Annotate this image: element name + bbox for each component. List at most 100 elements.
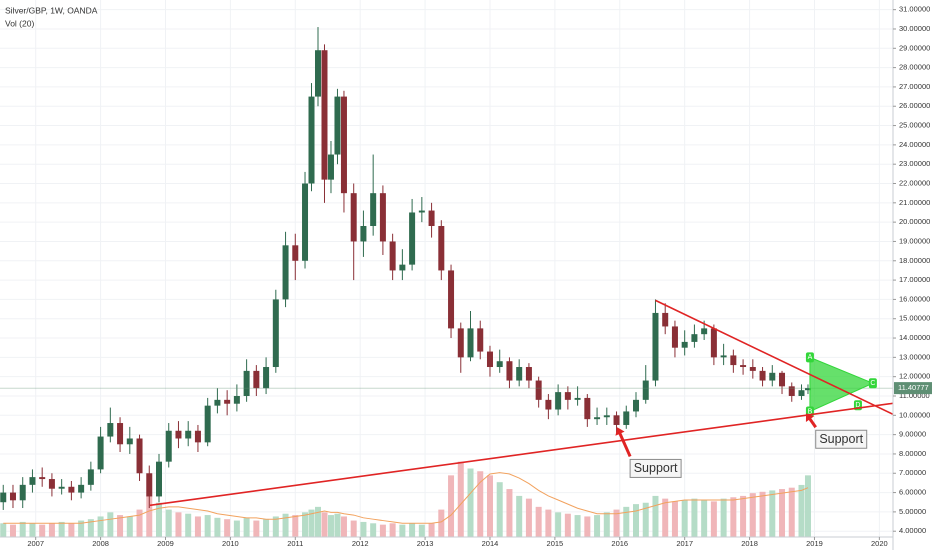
candle-body [804,388,811,391]
trendline [149,402,894,507]
volume-bar [428,523,435,537]
y-tick-label: 8.00000 [899,449,926,458]
candle-body [467,328,474,358]
candle-body [340,96,347,194]
candle-body [438,226,445,271]
candle-body [253,370,260,389]
candle-body [759,370,766,381]
volume-bar [788,487,795,537]
volume-bar [555,512,562,537]
y-tick-label: 14.00000 [899,333,930,342]
candle-body [564,392,571,400]
candle-body [740,365,747,368]
x-tick-label: 2019 [806,539,823,548]
y-tick-label: 25.00000 [899,121,930,130]
volume-bar [681,500,688,537]
volume-bar [448,475,455,537]
volume-bar [486,475,493,537]
candle-body [315,50,322,97]
candle-body [292,245,299,261]
candle-body [428,210,435,227]
volume-bar [671,501,678,537]
y-tick-label: 29.00000 [899,43,930,52]
volume-bar [321,512,328,537]
candle-body [594,417,601,420]
candle-body [350,193,357,242]
arrow-shaft [617,431,632,458]
volume-bar [730,497,737,537]
volume-bar [253,520,260,537]
candle-body [334,96,341,155]
x-tick-label: 2018 [741,539,758,548]
volume-bar [506,489,513,537]
candle-body [370,193,377,227]
point-label-box [805,352,814,363]
candle-body [68,486,75,493]
candle-body [214,399,221,406]
volume-bar [48,523,55,537]
candle-body [29,477,36,485]
axes: 4.00000 5.00000 6.00000 7.00000 8.00000 9.000… [27,5,932,548]
y-tick-label: 22.00000 [899,178,930,187]
volume-bar [798,484,805,537]
candle-body [0,492,7,503]
volume-bar [749,493,756,537]
candle-body [282,245,289,300]
x-tick-label: 2007 [27,539,44,548]
candle-body [457,328,464,358]
triangle [809,356,875,413]
volume-bar [662,498,669,537]
volume-ma-line [3,472,809,524]
point-label: B [808,408,813,415]
y-tick-label: 12.00000 [899,372,930,381]
candle-body [194,430,201,443]
volume-bar [224,519,231,537]
volume-bar [39,524,46,537]
volume-bar [594,515,601,537]
volume-bar [545,509,552,537]
volume-bar [467,468,474,537]
candle-body [691,334,698,342]
candle-body [749,367,756,371]
candle-body [263,367,270,389]
volume-bar [584,516,591,537]
candle-body [327,154,334,180]
volume-bar [574,515,581,537]
y-tick-label: 9.00000 [899,430,926,439]
volume-bar [360,521,367,537]
volume-bar [710,501,717,537]
candle-body [136,438,143,474]
volume-bar [87,519,94,537]
candle-body [652,312,659,381]
arrow-head [805,413,815,422]
candle-body [58,486,65,489]
candle-body [302,183,309,261]
candle-body [156,461,163,497]
volume-bar [418,524,425,537]
volume-bar [457,461,464,537]
candle-body [19,484,26,501]
volume-bar [525,498,532,537]
candle-body [389,241,396,271]
volume-bar [117,515,124,537]
y-tick-label: 16.00000 [899,294,930,303]
candle-body [671,326,678,348]
volume-bar [477,471,484,537]
y-tick-label: 10.00000 [899,410,930,419]
volume-bar [185,513,192,537]
candle-body [9,492,16,501]
volume-bar [146,495,153,537]
volume-bar [496,482,503,537]
candle-body [126,438,133,445]
candle-body [730,355,737,366]
candle-body [399,264,406,271]
candle-body [496,361,503,368]
x-tick-label: 2009 [157,539,174,548]
candle-body [486,351,493,368]
x-tick-label: 2017 [676,539,693,548]
volume-bar [804,475,811,537]
last-price-label: 11.40777 [898,383,929,392]
drawings: A C B D Support Support [149,299,894,507]
volume-bar [263,519,270,537]
